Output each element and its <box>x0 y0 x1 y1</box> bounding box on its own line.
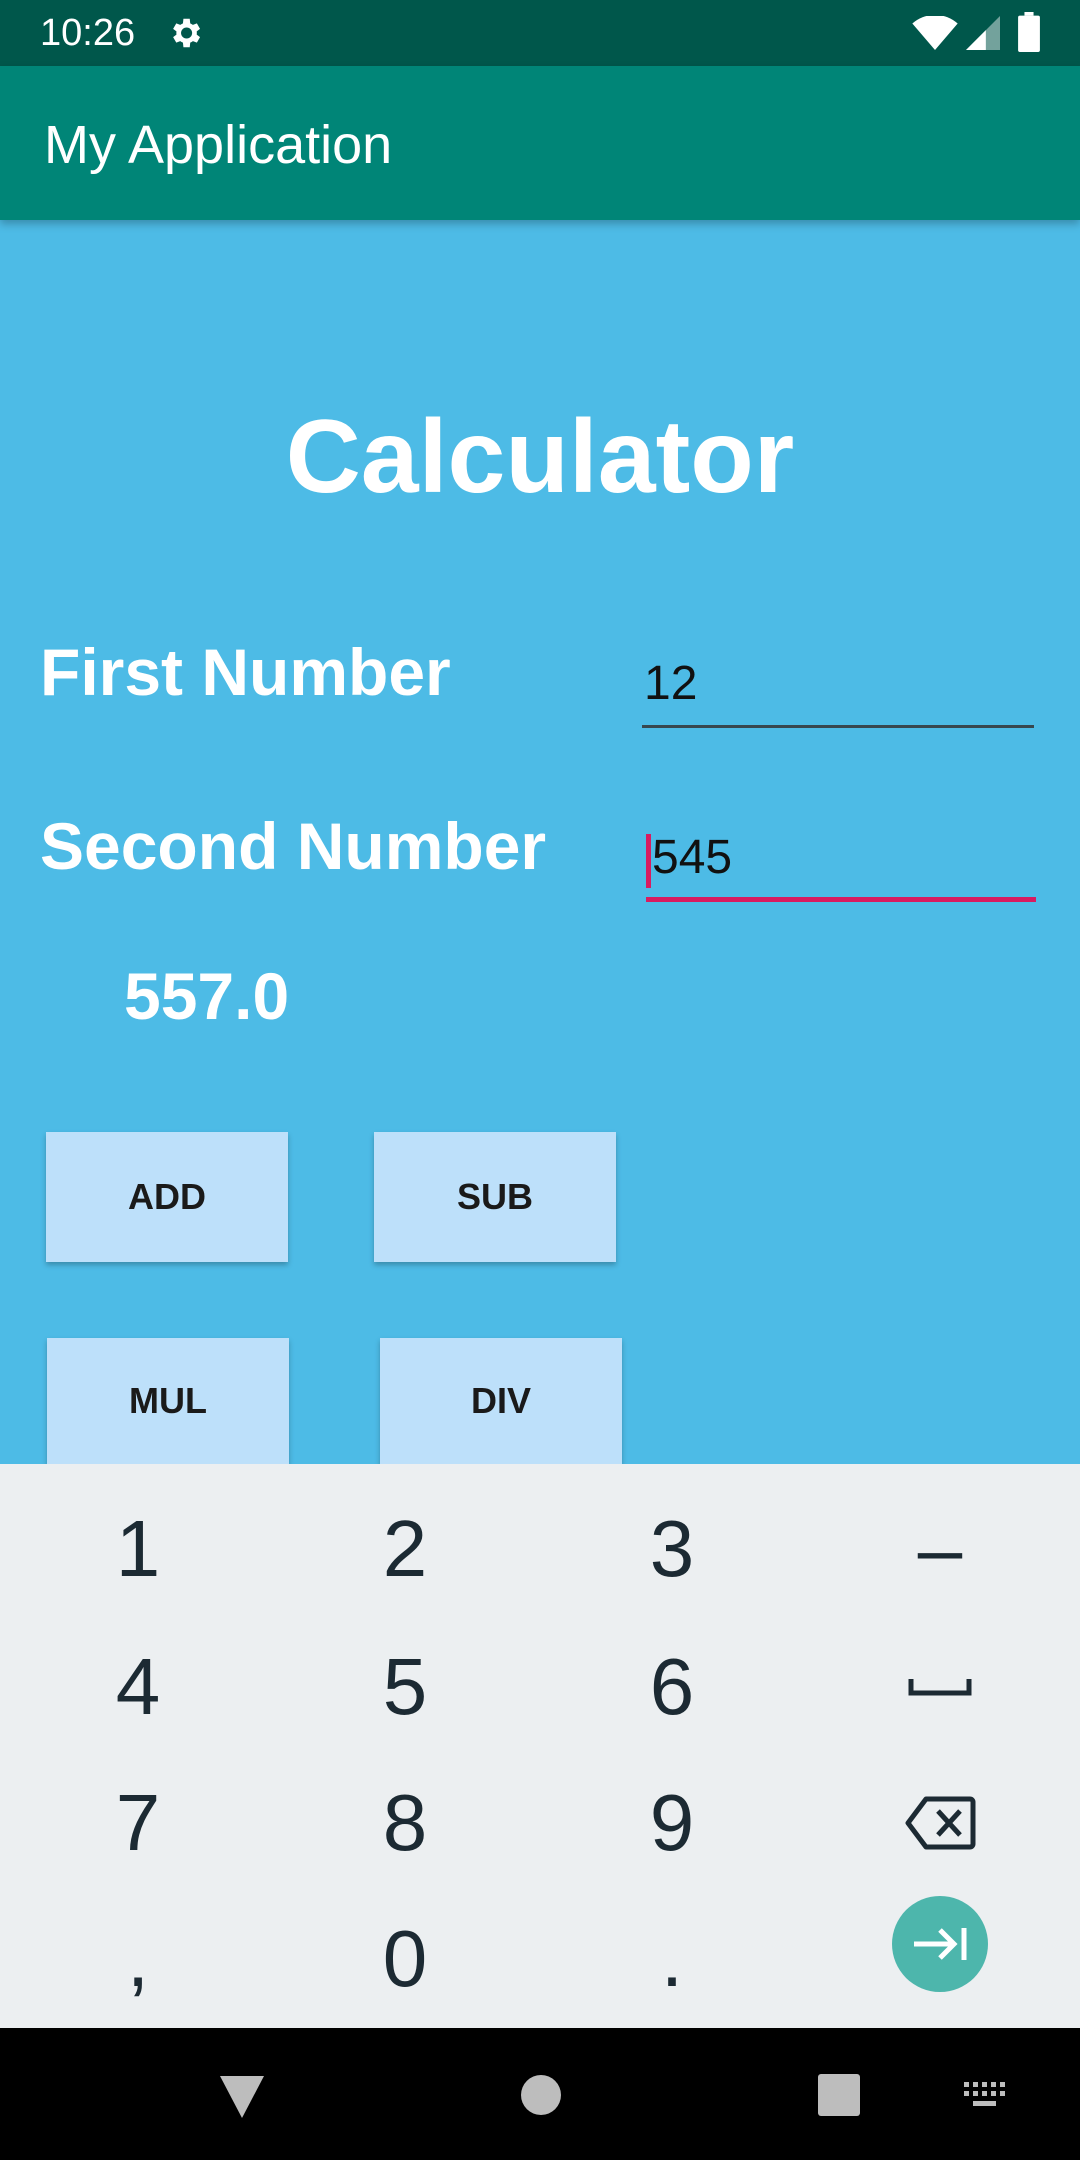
key-comma[interactable]: , <box>126 1914 150 2003</box>
key-5[interactable]: 5 <box>382 1642 428 1731</box>
first-number-value: 12 <box>644 657 698 710</box>
key-1[interactable]: 1 <box>115 1504 161 1593</box>
space-icon <box>908 1679 972 1696</box>
add-button[interactable]: ADD <box>46 1132 288 1262</box>
recents-icon[interactable] <box>818 2074 860 2116</box>
key-0[interactable]: 0 <box>382 1914 428 2003</box>
key-minus[interactable]: – <box>917 1504 963 1593</box>
key-3[interactable]: 3 <box>649 1504 695 1593</box>
second-number-value: 545 <box>652 831 733 884</box>
sub-button[interactable]: SUB <box>374 1132 616 1262</box>
result-text: 557.0 <box>124 959 290 1033</box>
home-icon[interactable] <box>520 2074 562 2116</box>
second-number-input[interactable]: 545 <box>646 822 1036 902</box>
navigation-bar <box>0 2028 1080 2160</box>
key-8[interactable]: 8 <box>382 1778 428 1867</box>
status-bar: 10:26 <box>0 0 1080 66</box>
text-cursor <box>646 834 651 888</box>
key-4[interactable]: 4 <box>115 1642 161 1731</box>
first-number-input[interactable]: 12 <box>642 648 1034 728</box>
back-icon[interactable] <box>220 2076 264 2118</box>
mul-button[interactable]: MUL <box>47 1338 289 1464</box>
second-number-label: Second Number <box>40 809 547 883</box>
signal-icon <box>966 16 1000 50</box>
key-backspace[interactable] <box>840 1758 1040 1888</box>
app-title: My Application <box>44 115 393 175</box>
next-field-button[interactable] <box>892 1896 988 1992</box>
first-number-label: First Number <box>40 635 451 709</box>
status-time: 10:26 <box>40 12 136 54</box>
backspace-icon <box>905 1796 976 1850</box>
div-button[interactable]: DIV <box>380 1338 622 1464</box>
wifi-icon <box>912 16 958 50</box>
key-period[interactable]: . <box>660 1914 684 2003</box>
key-9[interactable]: 9 <box>649 1778 695 1867</box>
page-title: Calculator <box>285 399 795 515</box>
key-6[interactable]: 6 <box>649 1642 695 1731</box>
key-2[interactable]: 2 <box>382 1504 428 1593</box>
key-space[interactable] <box>840 1622 1040 1752</box>
gear-icon <box>173 18 201 48</box>
key-7[interactable]: 7 <box>115 1778 161 1867</box>
numeric-keyboard: 1 2 3 – 4 5 6 7 8 9 , 0 . <box>0 1464 1080 2028</box>
app-bar: My Application <box>0 66 1080 220</box>
next-field-icon <box>914 1928 967 1960</box>
battery-icon <box>1018 12 1040 52</box>
keyboard-icon[interactable] <box>962 2080 1008 2110</box>
